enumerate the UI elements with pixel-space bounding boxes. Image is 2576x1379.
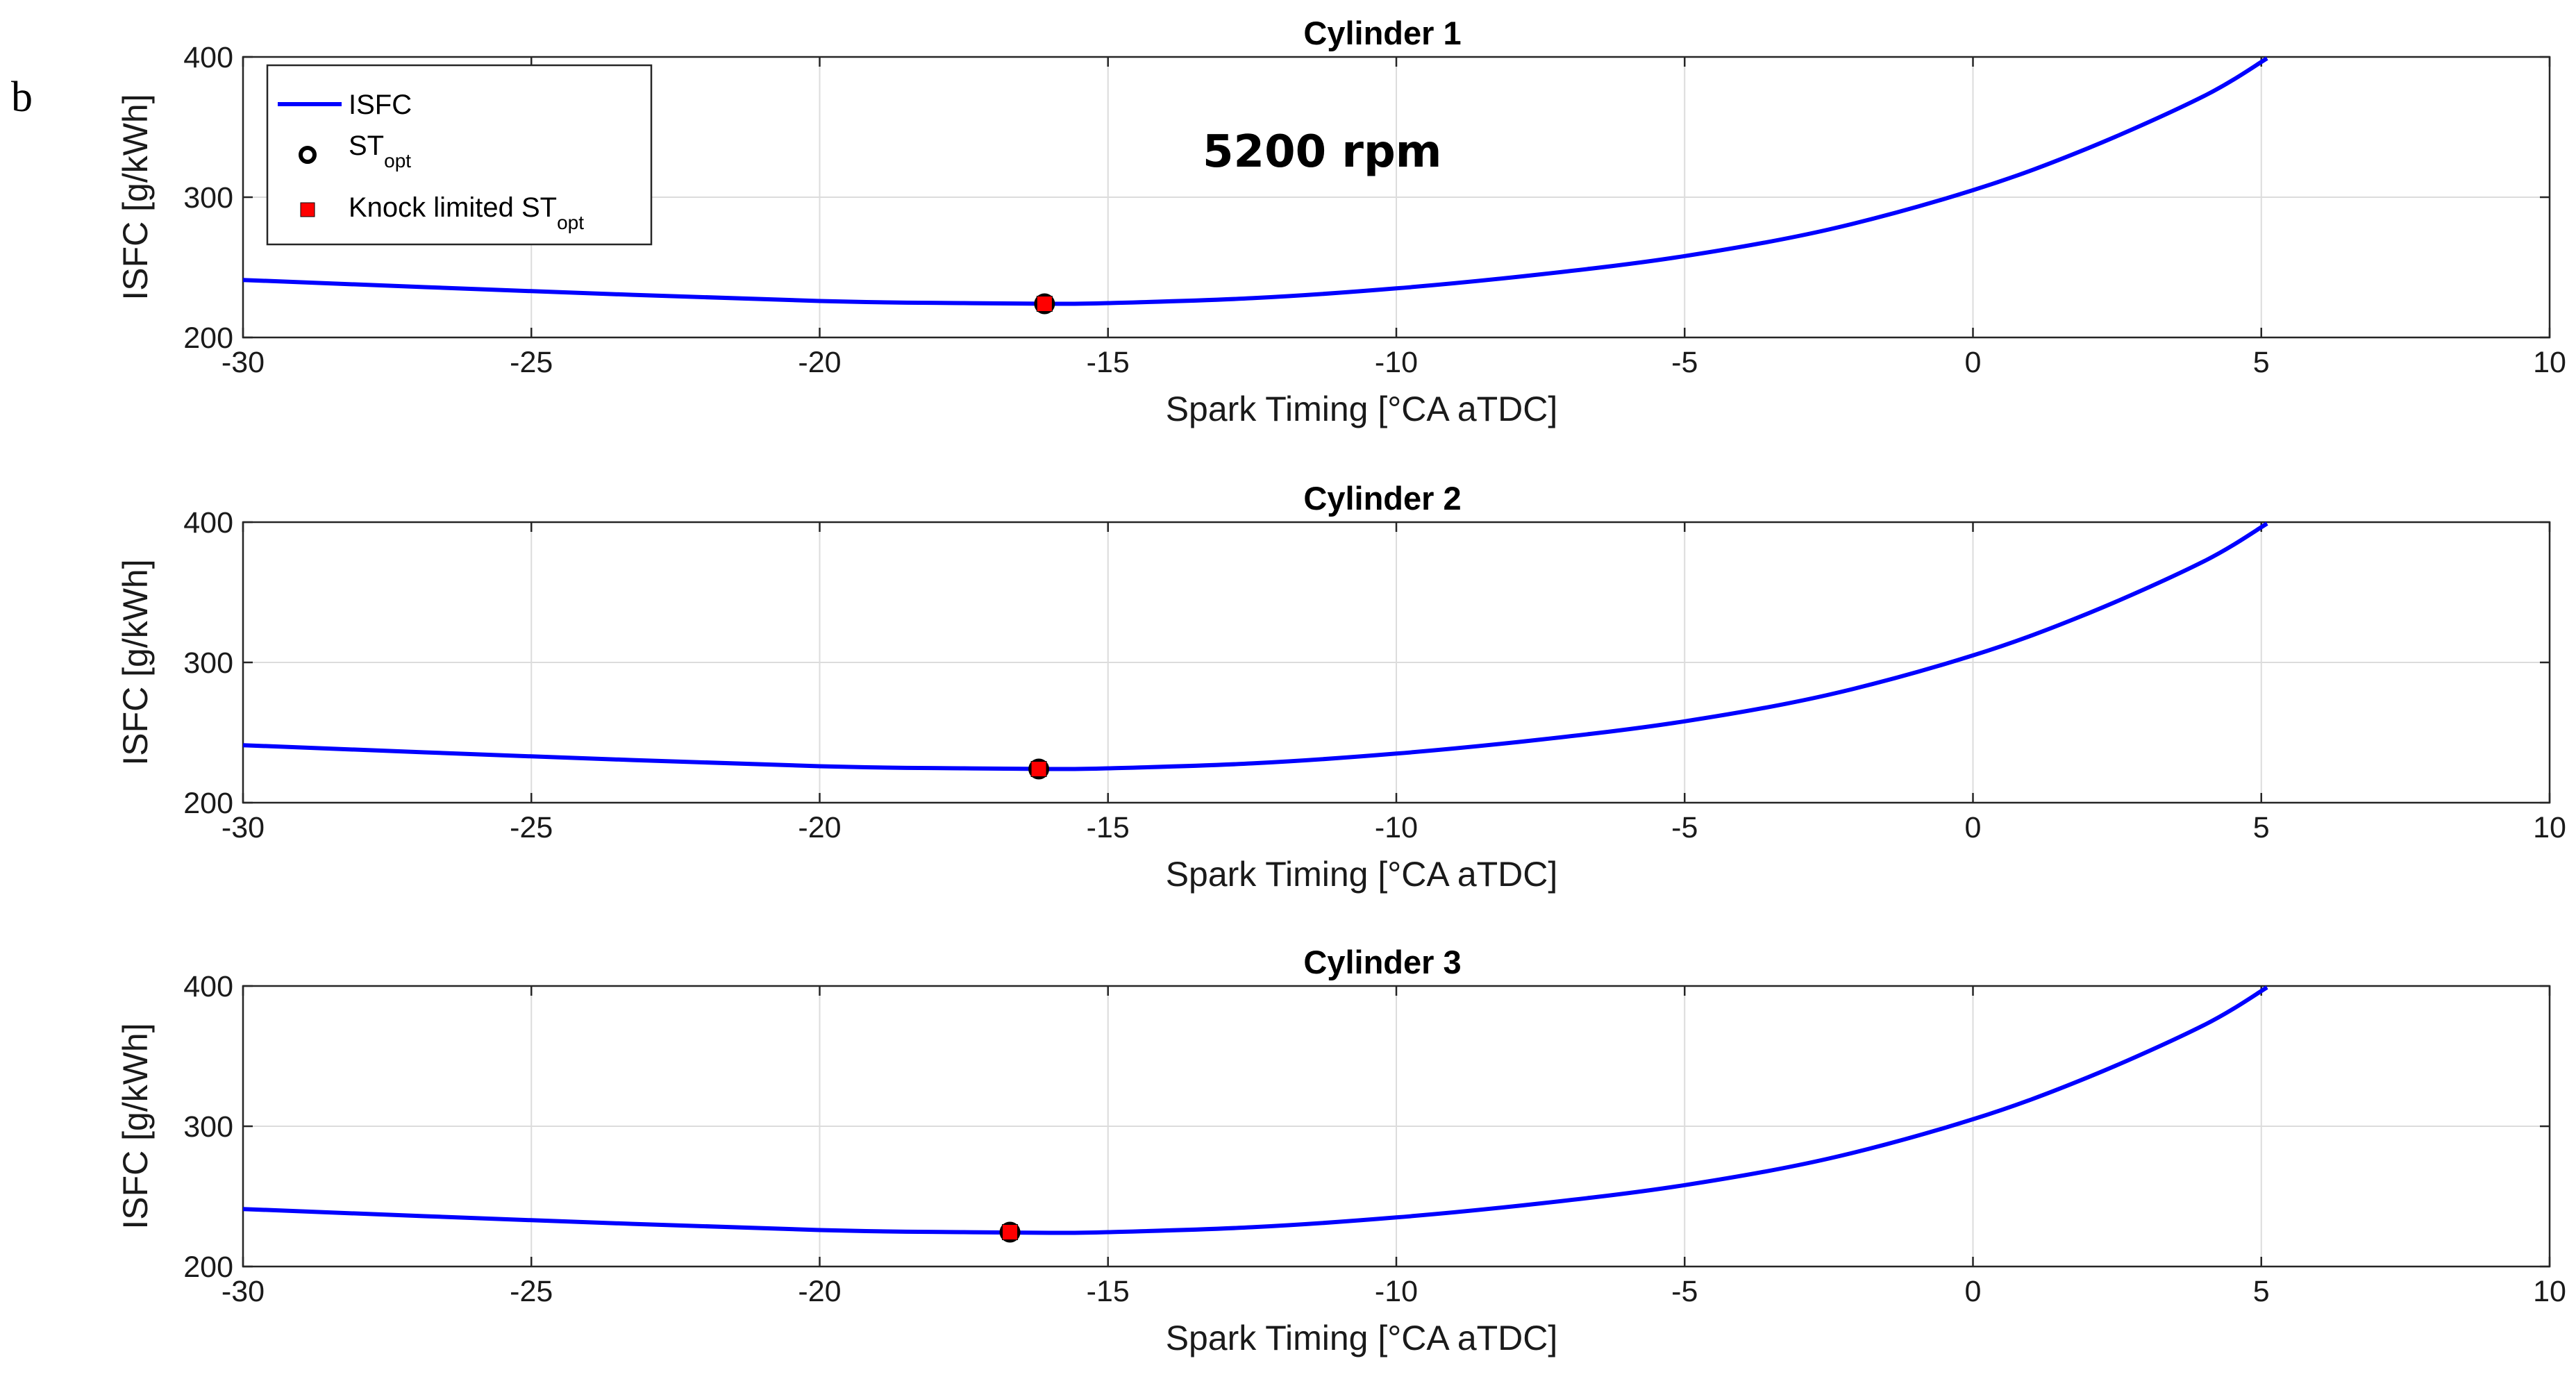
isfc-line [242, 521, 2268, 771]
knock-limited-st-opt-marker [1036, 296, 1053, 312]
y-tick-label: 300 [183, 1110, 233, 1144]
y-tick-label: 200 [183, 1251, 233, 1284]
y-tick-label: 400 [183, 41, 233, 74]
legend-knock-main: Knock limited ST [349, 192, 557, 223]
x-tick-label: -15 [1087, 811, 1130, 844]
y-tick-label: 300 [183, 181, 233, 215]
legend-box [266, 64, 653, 246]
y-tick-label: 200 [183, 787, 233, 820]
x-tick-label: -30 [221, 1275, 265, 1308]
y-tick-label: 400 [183, 506, 233, 540]
panel-cylinder-2: -30 -25 -20 -15 -10 -5 0 5 10 200 300 400 Cylinder 2… [116, 480, 2566, 894]
y-axis-label: ISFC [g/kWh] [116, 94, 155, 300]
x-tick-label: 5 [2253, 346, 2270, 379]
y-tick-label: 400 [183, 970, 233, 1003]
x-tick-label: 10 [2533, 811, 2566, 844]
panels: -30 -25 -20 -15 -10 -5 0 5 10 200 300 400 Cylinder 1… [116, 15, 2566, 1357]
x-axis-label: Spark Timing [°CA aTDC] [1166, 1319, 1558, 1357]
x-tick-label: -5 [1671, 1275, 1698, 1308]
legend-isfc-label: ISFC [349, 90, 412, 120]
x-tick-label: -25 [510, 811, 553, 844]
knock-limited-st-opt-marker [1002, 1224, 1019, 1241]
panel-cylinder-3: -30 -25 -20 -15 -10 -5 0 5 10 200 300 400 Cylinder 3… [116, 944, 2566, 1357]
x-tick-label: -15 [1087, 346, 1130, 379]
y-tick-label: 300 [183, 646, 233, 680]
st-opt-marker [999, 1221, 1021, 1243]
x-tick-label: -25 [510, 1275, 553, 1308]
rpm-annotation: 5200 rpm [1203, 126, 1441, 178]
x-tick-label: -20 [798, 1275, 841, 1308]
st-opt-marker [1034, 293, 1055, 315]
x-tick-label: -5 [1671, 346, 1698, 379]
legend-knock-label: Knock limited STopt [349, 192, 584, 233]
panel-letter: b [11, 74, 33, 121]
x-tick-label: 0 [1965, 1275, 1982, 1308]
y-axis-label: ISFC [g/kWh] [116, 559, 155, 765]
x-tick-label: 5 [2253, 1275, 2270, 1308]
x-tick-label: 10 [2533, 346, 2566, 379]
x-tick-label: -25 [510, 346, 553, 379]
panel-title: Cylinder 1 [1303, 15, 1461, 51]
x-tick-label: -15 [1087, 1275, 1130, 1308]
isfc-line [242, 985, 2268, 1235]
st-opt-marker [1028, 758, 1050, 780]
x-tick-label: -30 [221, 811, 265, 844]
x-tick-label: -30 [221, 346, 265, 379]
x-tick-label: -20 [798, 346, 841, 379]
x-tick-label: 10 [2533, 1275, 2566, 1308]
x-tick-label: -20 [798, 811, 841, 844]
x-tick-label: 0 [1965, 346, 1982, 379]
panel-title: Cylinder 2 [1303, 480, 1461, 517]
legend-knock-sub: opt [557, 212, 584, 233]
x-tick-label: -5 [1671, 811, 1698, 844]
y-tick-label: 200 [183, 321, 233, 355]
legend-st-opt-sub: opt [384, 150, 411, 172]
x-tick-label: 0 [1965, 811, 1982, 844]
legend: ISFC STopt Knock limited STopt [266, 64, 653, 246]
x-tick-label: -10 [1375, 811, 1418, 844]
y-axis-label: ISFC [g/kWh] [116, 1023, 155, 1229]
knock-limited-st-opt-marker [1030, 761, 1047, 778]
legend-knock-marker [300, 202, 315, 217]
isfc-line [242, 56, 2268, 306]
panel-title: Cylinder 3 [1303, 944, 1461, 980]
x-axis-label: Spark Timing [°CA aTDC] [1166, 390, 1558, 428]
x-tick-label: 5 [2253, 811, 2270, 844]
x-axis-label: Spark Timing [°CA aTDC] [1166, 855, 1558, 894]
x-tick-label: -10 [1375, 346, 1418, 379]
legend-st-opt-label: STopt [349, 131, 411, 172]
legend-st-opt-marker [299, 146, 317, 164]
x-tick-label: -10 [1375, 1275, 1418, 1308]
legend-st-opt-main: ST [349, 131, 384, 161]
